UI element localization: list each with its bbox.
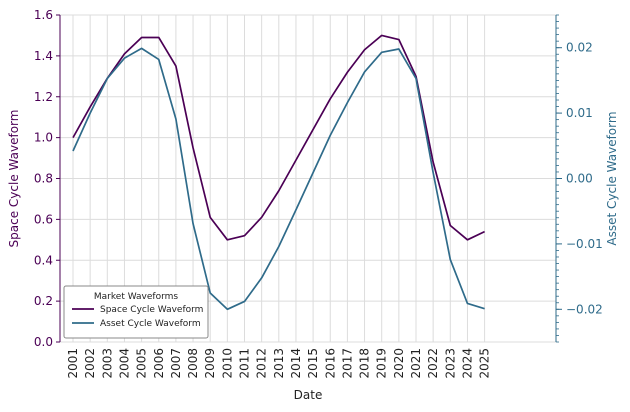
- y-right-tick-label: −0.02: [566, 302, 603, 316]
- x-tick-label: 2022: [426, 348, 440, 379]
- y-left-tick-label: 1.0: [34, 131, 53, 145]
- legend-label-space: Space Cycle Waveform: [100, 305, 203, 315]
- axes: 0.0 0.2 0.4 0.6 0.8 1.0 1.2 1.4 1.6 −0.02 −0.01 0.0…: [34, 8, 603, 379]
- x-axis-title: Date: [294, 388, 323, 402]
- x-tick-label: 2007: [169, 348, 183, 379]
- x-tick-label: 2012: [255, 348, 269, 379]
- y-left-tick-label: 0.4: [34, 253, 53, 267]
- x-tick-label: 2005: [135, 348, 149, 379]
- x-tick-label: 2003: [100, 348, 114, 379]
- y-left-tick-label: 1.4: [34, 49, 53, 63]
- x-tick-label: 2015: [306, 348, 320, 379]
- y-left-tick-label: 1.6: [34, 8, 53, 22]
- y-axis-right-title: Asset Cycle Waveform: [605, 111, 619, 245]
- y-left-tick-label: 1.2: [34, 90, 53, 104]
- x-tick-label: 2024: [460, 348, 474, 379]
- x-tick-label: 2023: [443, 348, 457, 379]
- x-tick-label: 2006: [152, 348, 166, 379]
- y-left-tick-label: 0.2: [34, 294, 53, 308]
- y-left-tick-label: 0.6: [34, 212, 53, 226]
- y-right-tick-label: 0.02: [566, 41, 593, 55]
- x-tick-label: 2020: [392, 348, 406, 379]
- x-tick-label: 2001: [66, 348, 80, 379]
- x-tick-label: 2017: [340, 348, 354, 379]
- x-tick-label: 2002: [83, 348, 97, 379]
- y-left-tick-label: 0.8: [34, 172, 53, 186]
- x-tick-label: 2011: [238, 348, 252, 379]
- x-tick-label: 2014: [289, 348, 303, 379]
- x-tick-label: 2021: [409, 348, 423, 379]
- y-left-tick-label: 0.0: [34, 335, 53, 349]
- series-layer: [72, 34, 485, 311]
- x-tick-label: 2016: [323, 348, 337, 379]
- legend-box: [63, 285, 209, 339]
- y-axis-left-title: Space Cycle Waveform: [7, 110, 21, 248]
- legend-title: Market Waveforms: [94, 292, 178, 302]
- x-tick-label: 2025: [478, 348, 492, 379]
- legend: Market Waveforms Space Cycle Waveform As…: [63, 285, 209, 339]
- y-right-tick-label: −0.01: [566, 237, 603, 251]
- legend-label-asset: Asset Cycle Waveform: [100, 319, 201, 329]
- x-tick-label: 2008: [186, 348, 200, 379]
- x-tick-label: 2018: [358, 348, 372, 379]
- x-tick-label: 2009: [203, 348, 217, 379]
- x-tick-label: 2004: [117, 348, 131, 379]
- y-right-tick-label: 0.01: [566, 106, 593, 120]
- x-tick-label: 2010: [220, 348, 234, 379]
- x-tick-label: 2013: [272, 348, 286, 379]
- x-tick-label: 2019: [375, 348, 389, 379]
- y-right-tick-label: 0.00: [566, 172, 593, 186]
